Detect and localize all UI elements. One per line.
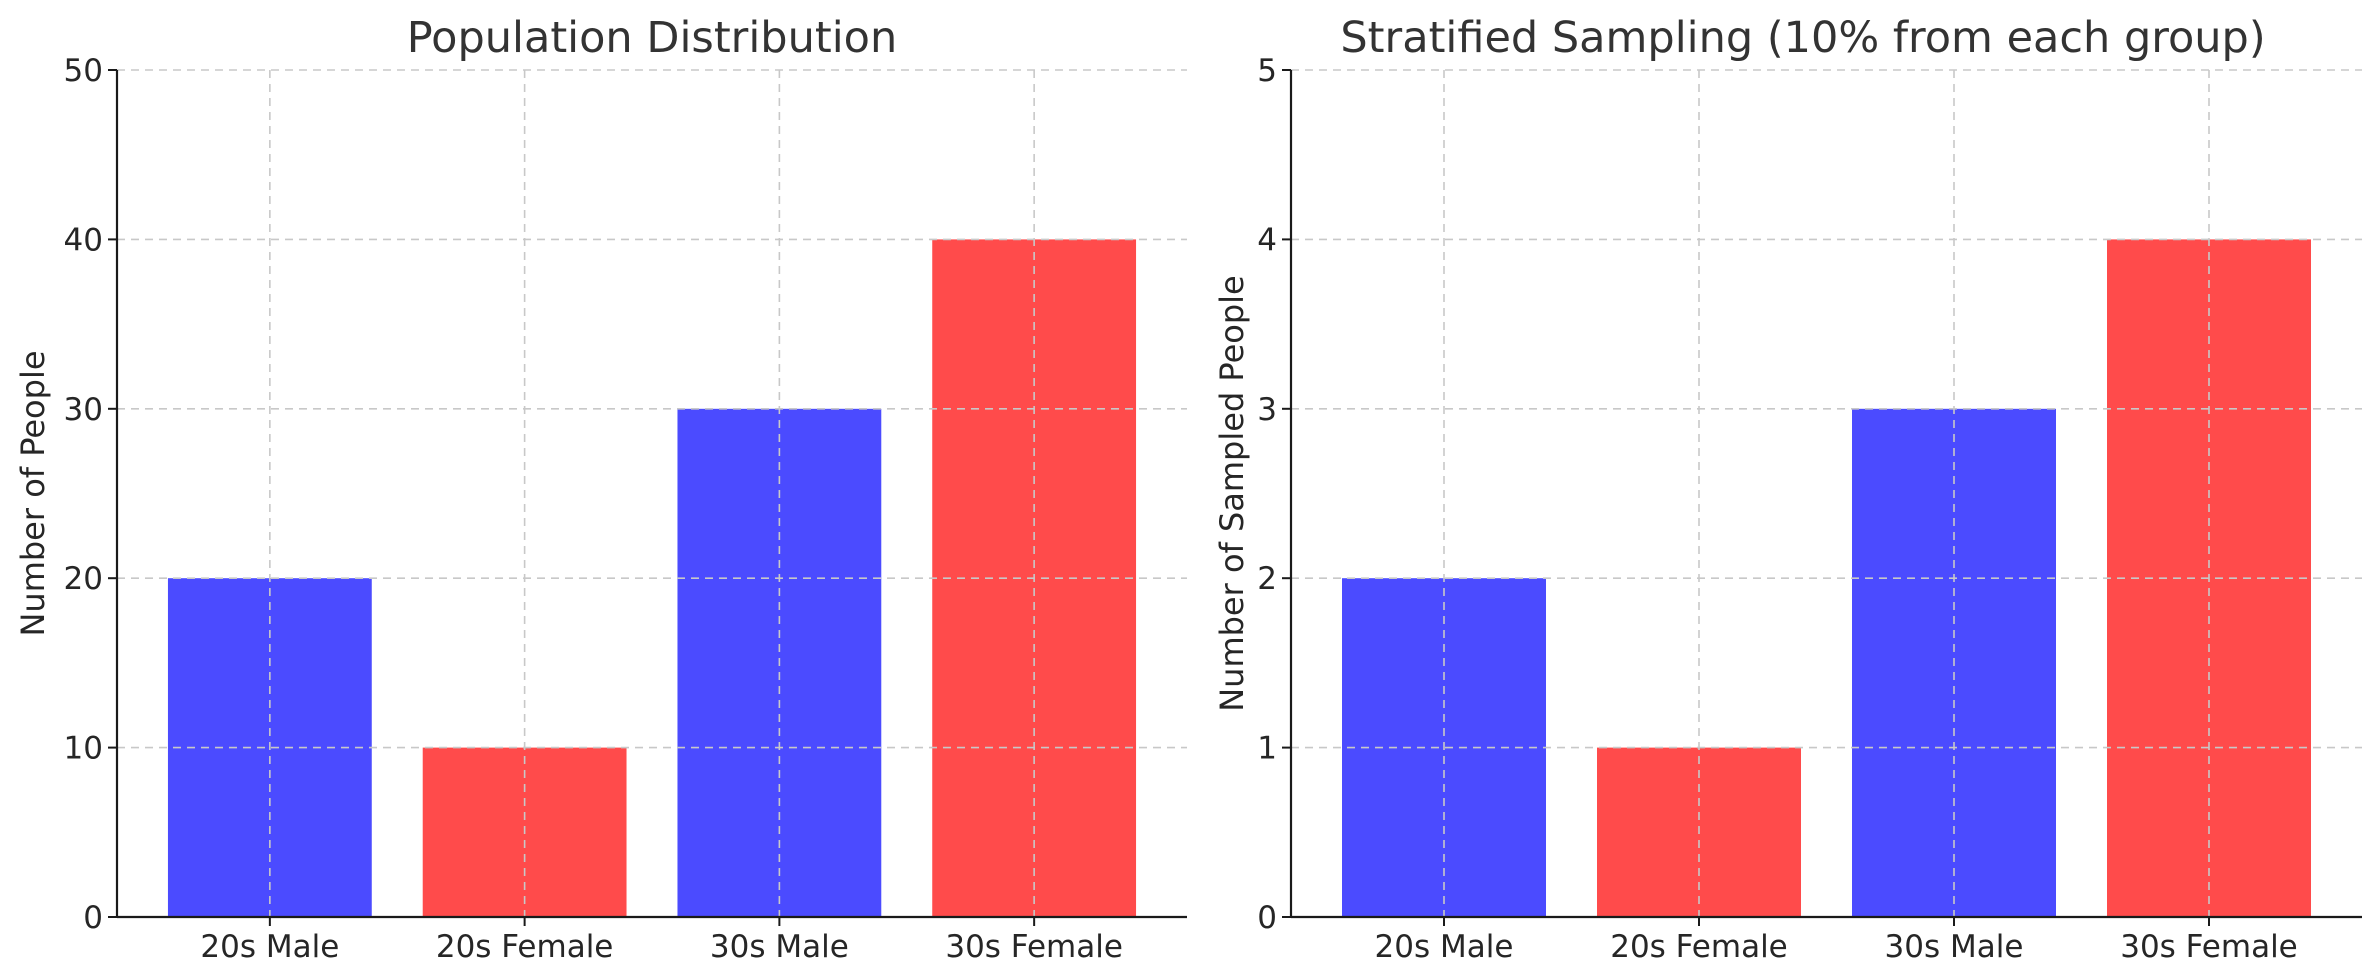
population-y-tick-label: 0 — [83, 900, 103, 936]
population-y-tick-label: 50 — [64, 53, 103, 89]
population-x-tick-label: 30s Female — [945, 929, 1123, 965]
population-x-tick-label: 20s Male — [200, 929, 339, 965]
sampled-y-tick-label: 4 — [1257, 222, 1277, 258]
sampled-x-tick-label: 30s Female — [2120, 929, 2298, 965]
population-y-tick-label: 10 — [64, 731, 103, 767]
population-y-tick-label: 30 — [64, 392, 103, 428]
population-y-tick-label: 20 — [64, 561, 103, 597]
population-x-tick-label: 20s Female — [436, 929, 614, 965]
population-distribution-chart: 0 10 20 30 40 50 20s Male 20s Female 30s Male 30s… — [14, 13, 1187, 965]
population-y-axis-label: Number of People — [14, 350, 52, 636]
sampled-x-tick-label: 30s Male — [1885, 929, 2024, 965]
sampled-x-tick-label: 20s Male — [1375, 929, 1514, 965]
sampled-y-axis-label: Number of Sampled People — [1213, 275, 1251, 712]
population-y-tick-label: 40 — [64, 222, 103, 258]
population-x-tick-label: 30s Male — [710, 929, 849, 965]
sampled-y-tick-label: 3 — [1257, 392, 1277, 428]
sampled-y-tick-label: 5 — [1257, 53, 1277, 89]
sampled-y-tick-label: 0 — [1257, 900, 1277, 936]
sampled-y-tick-label: 1 — [1257, 731, 1277, 767]
sampled-x-tick-label: 20s Female — [1610, 929, 1788, 965]
stratified-sampling-chart: 0 1 2 3 4 5 20s Male 20s Female 30s Male 30s Fema… — [1213, 13, 2362, 965]
sampled-y-tick-label: 2 — [1257, 561, 1277, 597]
sampled-chart-title: Stratified Sampling (10% from each group… — [1340, 13, 2265, 63]
population-chart-title: Population Distribution — [407, 13, 897, 63]
